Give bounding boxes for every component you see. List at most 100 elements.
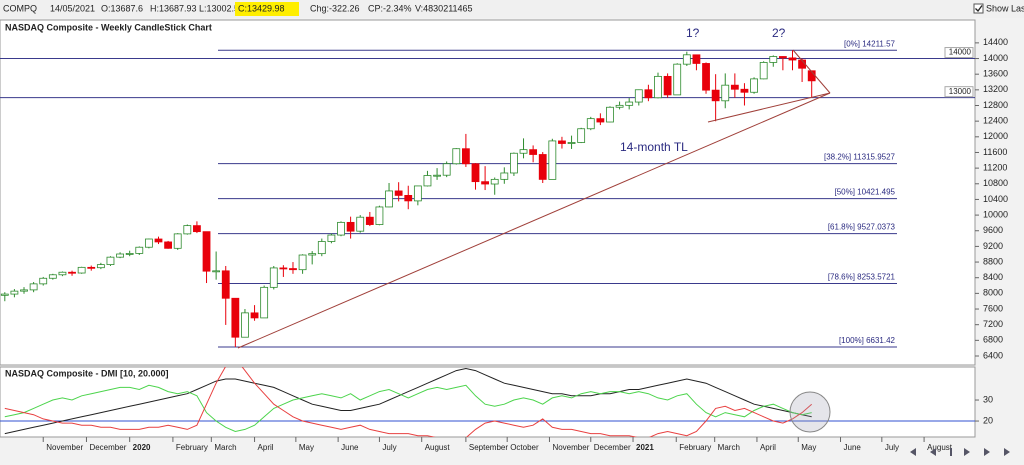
candle-body [413, 185, 422, 202]
candle-body [183, 225, 192, 235]
triangle-upper [792, 49, 831, 94]
candle-body [711, 89, 720, 102]
dmi-line [4, 367, 813, 437]
candle-body [39, 277, 48, 285]
open: O:13687.6 [101, 3, 143, 13]
candle-body [164, 241, 173, 249]
candle-body [567, 142, 576, 144]
dmi-line [4, 367, 812, 435]
y-tick-label: 8800 [983, 256, 1003, 266]
candle-body [721, 84, 730, 102]
candle-body [346, 221, 355, 232]
close-highlight [235, 2, 299, 16]
annotation: 14-month TL [620, 140, 688, 154]
candle-body [577, 128, 586, 143]
y-tick-label: 20 [983, 415, 993, 425]
y-tick-label: 10000 [983, 209, 1008, 219]
candle-body [135, 246, 144, 254]
candle-body [490, 178, 499, 185]
x-tick-label: July [382, 443, 396, 452]
fib-label: [61.8%] 9527.0373 [828, 223, 896, 232]
candle-body [87, 266, 96, 269]
candle-body [510, 152, 518, 174]
candle-body [519, 149, 528, 154]
y-tick-label: 13200 [983, 84, 1008, 94]
y-tick-label: 12800 [983, 100, 1008, 110]
close: C:13429.98 [238, 3, 285, 13]
scroll-buttons[interactable] [910, 448, 1010, 456]
candle-body [634, 89, 643, 103]
date: 14/05/2021 [50, 3, 95, 13]
candle-body [58, 271, 67, 276]
x-tick-label: February [679, 443, 711, 452]
x-tick-label: March [718, 443, 740, 452]
fib-label: [38.2%] 11315.9527 [824, 153, 896, 162]
candle-body [125, 253, 134, 255]
candle-body [481, 181, 489, 185]
candle-body [433, 174, 441, 177]
x-tick-label: 2020 [133, 443, 151, 452]
candle-body [558, 140, 566, 144]
x-tick-label: February [176, 443, 208, 452]
y-tick-label: 30 [983, 394, 993, 404]
candle-body [730, 84, 739, 90]
x-tick-label: May [801, 443, 816, 452]
candle-body [461, 148, 470, 165]
candle-body [317, 241, 326, 255]
candle-body [625, 101, 634, 106]
show-last-checkbox[interactable] [973, 3, 984, 14]
price-title: NASDAQ Composite - Weekly CandleStick Ch… [5, 22, 212, 32]
candle-body [365, 216, 374, 225]
candle-body [356, 216, 365, 232]
candle-body [586, 118, 595, 130]
y-tick-label: 12000 [983, 131, 1008, 141]
candle-body [423, 175, 432, 187]
y-tick-label: 7200 [983, 319, 1003, 329]
candle-body [644, 89, 653, 99]
candle-body [173, 233, 182, 249]
change: Chg:-322.26 [310, 3, 360, 13]
candle-body [202, 231, 211, 272]
scroll-controls [910, 448, 1010, 456]
candle-body [529, 149, 538, 155]
candle-body [231, 297, 240, 338]
x-tick-label: June [341, 443, 359, 452]
candle-body [442, 163, 451, 176]
candle-body [500, 172, 509, 180]
x-tick-label: July [885, 443, 899, 452]
fib-label: [50%] 10421.495 [835, 188, 896, 197]
x-tick-label: April [760, 443, 776, 452]
y-tick-label: 13600 [983, 69, 1008, 79]
x-tick-label: November [46, 443, 83, 452]
candle-body [241, 312, 249, 338]
volume: V:4830211465 [415, 3, 473, 13]
candle-body [654, 75, 662, 99]
fib-label: [78.6%] 8253.5721 [828, 273, 896, 282]
level-label: 13000 [949, 87, 972, 96]
candle-body [788, 57, 797, 61]
candle-body [154, 238, 163, 243]
candle-body [759, 62, 768, 80]
candle-body [106, 256, 115, 266]
y-tick-label: 10800 [983, 178, 1008, 188]
y-tick-label: 10400 [983, 194, 1008, 204]
x-tick-label: September [469, 443, 508, 452]
candle-body [77, 266, 86, 274]
show-last-label[interactable]: Show Last [986, 3, 1024, 13]
triangle-lower [707, 92, 831, 123]
level-label-box [944, 86, 974, 98]
x-tick-label: May [299, 443, 314, 452]
candle-body [548, 140, 557, 180]
level-label: 14000 [949, 48, 972, 57]
y-tick-label: 8000 [983, 288, 1003, 298]
candle-body [250, 312, 259, 319]
candle-body [193, 225, 201, 233]
candle-body [289, 268, 297, 271]
y-tick-label: 6800 [983, 335, 1003, 345]
y-tick-label: 14000 [983, 53, 1008, 63]
high: H:13687.93 [150, 3, 197, 13]
x-tick-label: August [425, 443, 451, 452]
candle-body [596, 118, 605, 123]
y-tick-label: 6400 [983, 350, 1003, 360]
